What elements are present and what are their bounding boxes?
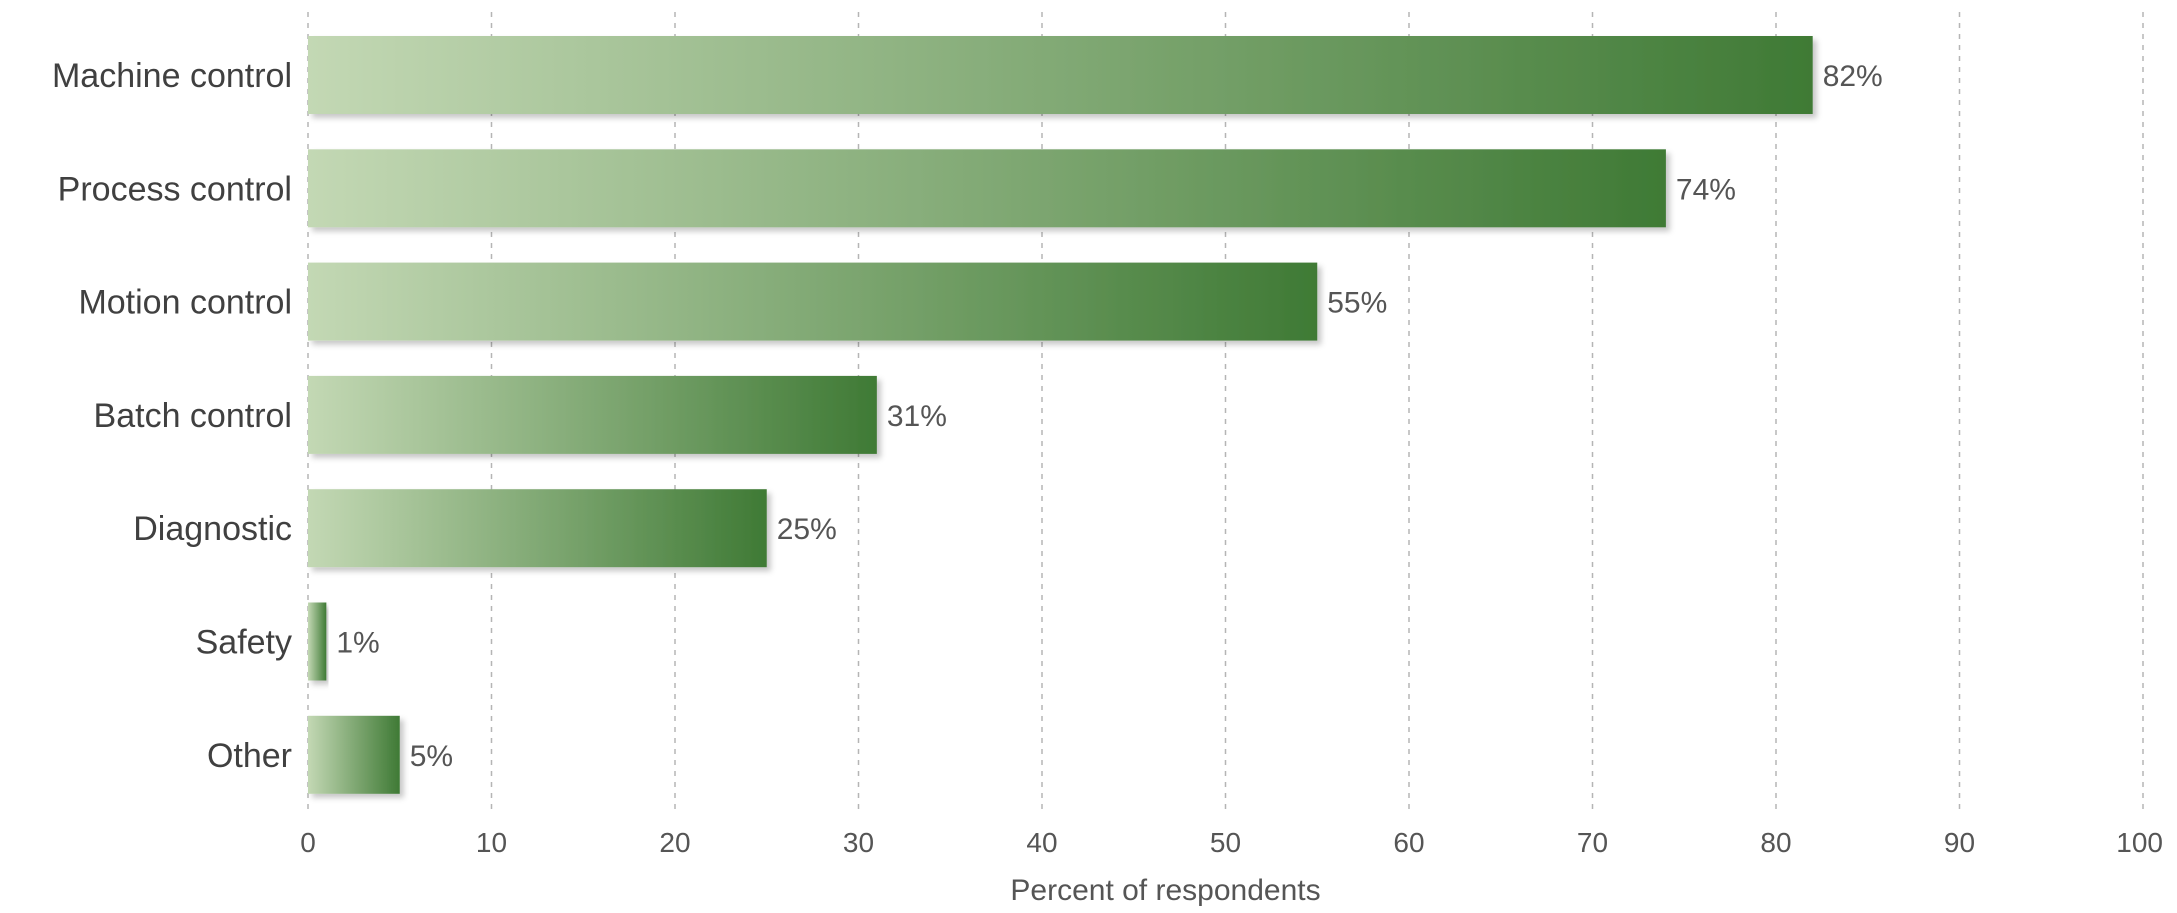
bar	[308, 36, 1813, 114]
x-tick-label: 70	[1577, 827, 1608, 858]
category-label: Process control	[58, 170, 292, 208]
bar	[308, 715, 400, 794]
value-label: 31%	[887, 400, 947, 433]
x-tick-label: 50	[1210, 827, 1241, 858]
value-label: 25%	[777, 513, 837, 546]
x-tick-label: 20	[659, 827, 690, 858]
category-label: Other	[207, 737, 292, 775]
gridlines	[307, 12, 2144, 810]
x-tick-label: 100	[2116, 827, 2163, 858]
bar	[308, 489, 767, 568]
category-label: Diagnostic	[133, 510, 292, 548]
x-axis-title: Percent of respondents	[1010, 874, 1320, 907]
bar	[308, 602, 327, 681]
x-tick-label: 10	[476, 827, 507, 858]
value-label: 74%	[1676, 173, 1736, 206]
bar	[308, 375, 877, 454]
value-label: 1%	[336, 627, 379, 660]
bar	[308, 262, 1318, 341]
category-label: Batch control	[94, 397, 292, 435]
x-tick-label: 0	[300, 827, 316, 858]
category-label: Motion control	[78, 284, 292, 322]
value-label: 82%	[1823, 60, 1883, 93]
x-tick-label: 30	[843, 827, 874, 858]
value-label: 55%	[1327, 287, 1387, 320]
x-tick-labels: 0 10 20 30 40 50 60 70 80 90 100	[300, 827, 2163, 858]
category-label: Machine control	[52, 57, 292, 95]
x-tick-label: 60	[1393, 827, 1424, 858]
x-tick-label: 40	[1026, 827, 1057, 858]
bar	[308, 149, 1666, 228]
category-label: Safety	[196, 624, 292, 662]
value-labels: 82% 74% 55% 31% 25% 1% 5%	[336, 60, 1882, 773]
category-labels: Machine control Process control Motion con…	[52, 57, 292, 775]
x-tick-label: 80	[1760, 827, 1791, 858]
bars	[308, 36, 1813, 794]
x-tick-label: 90	[1944, 827, 1975, 858]
value-label: 5%	[410, 740, 453, 773]
